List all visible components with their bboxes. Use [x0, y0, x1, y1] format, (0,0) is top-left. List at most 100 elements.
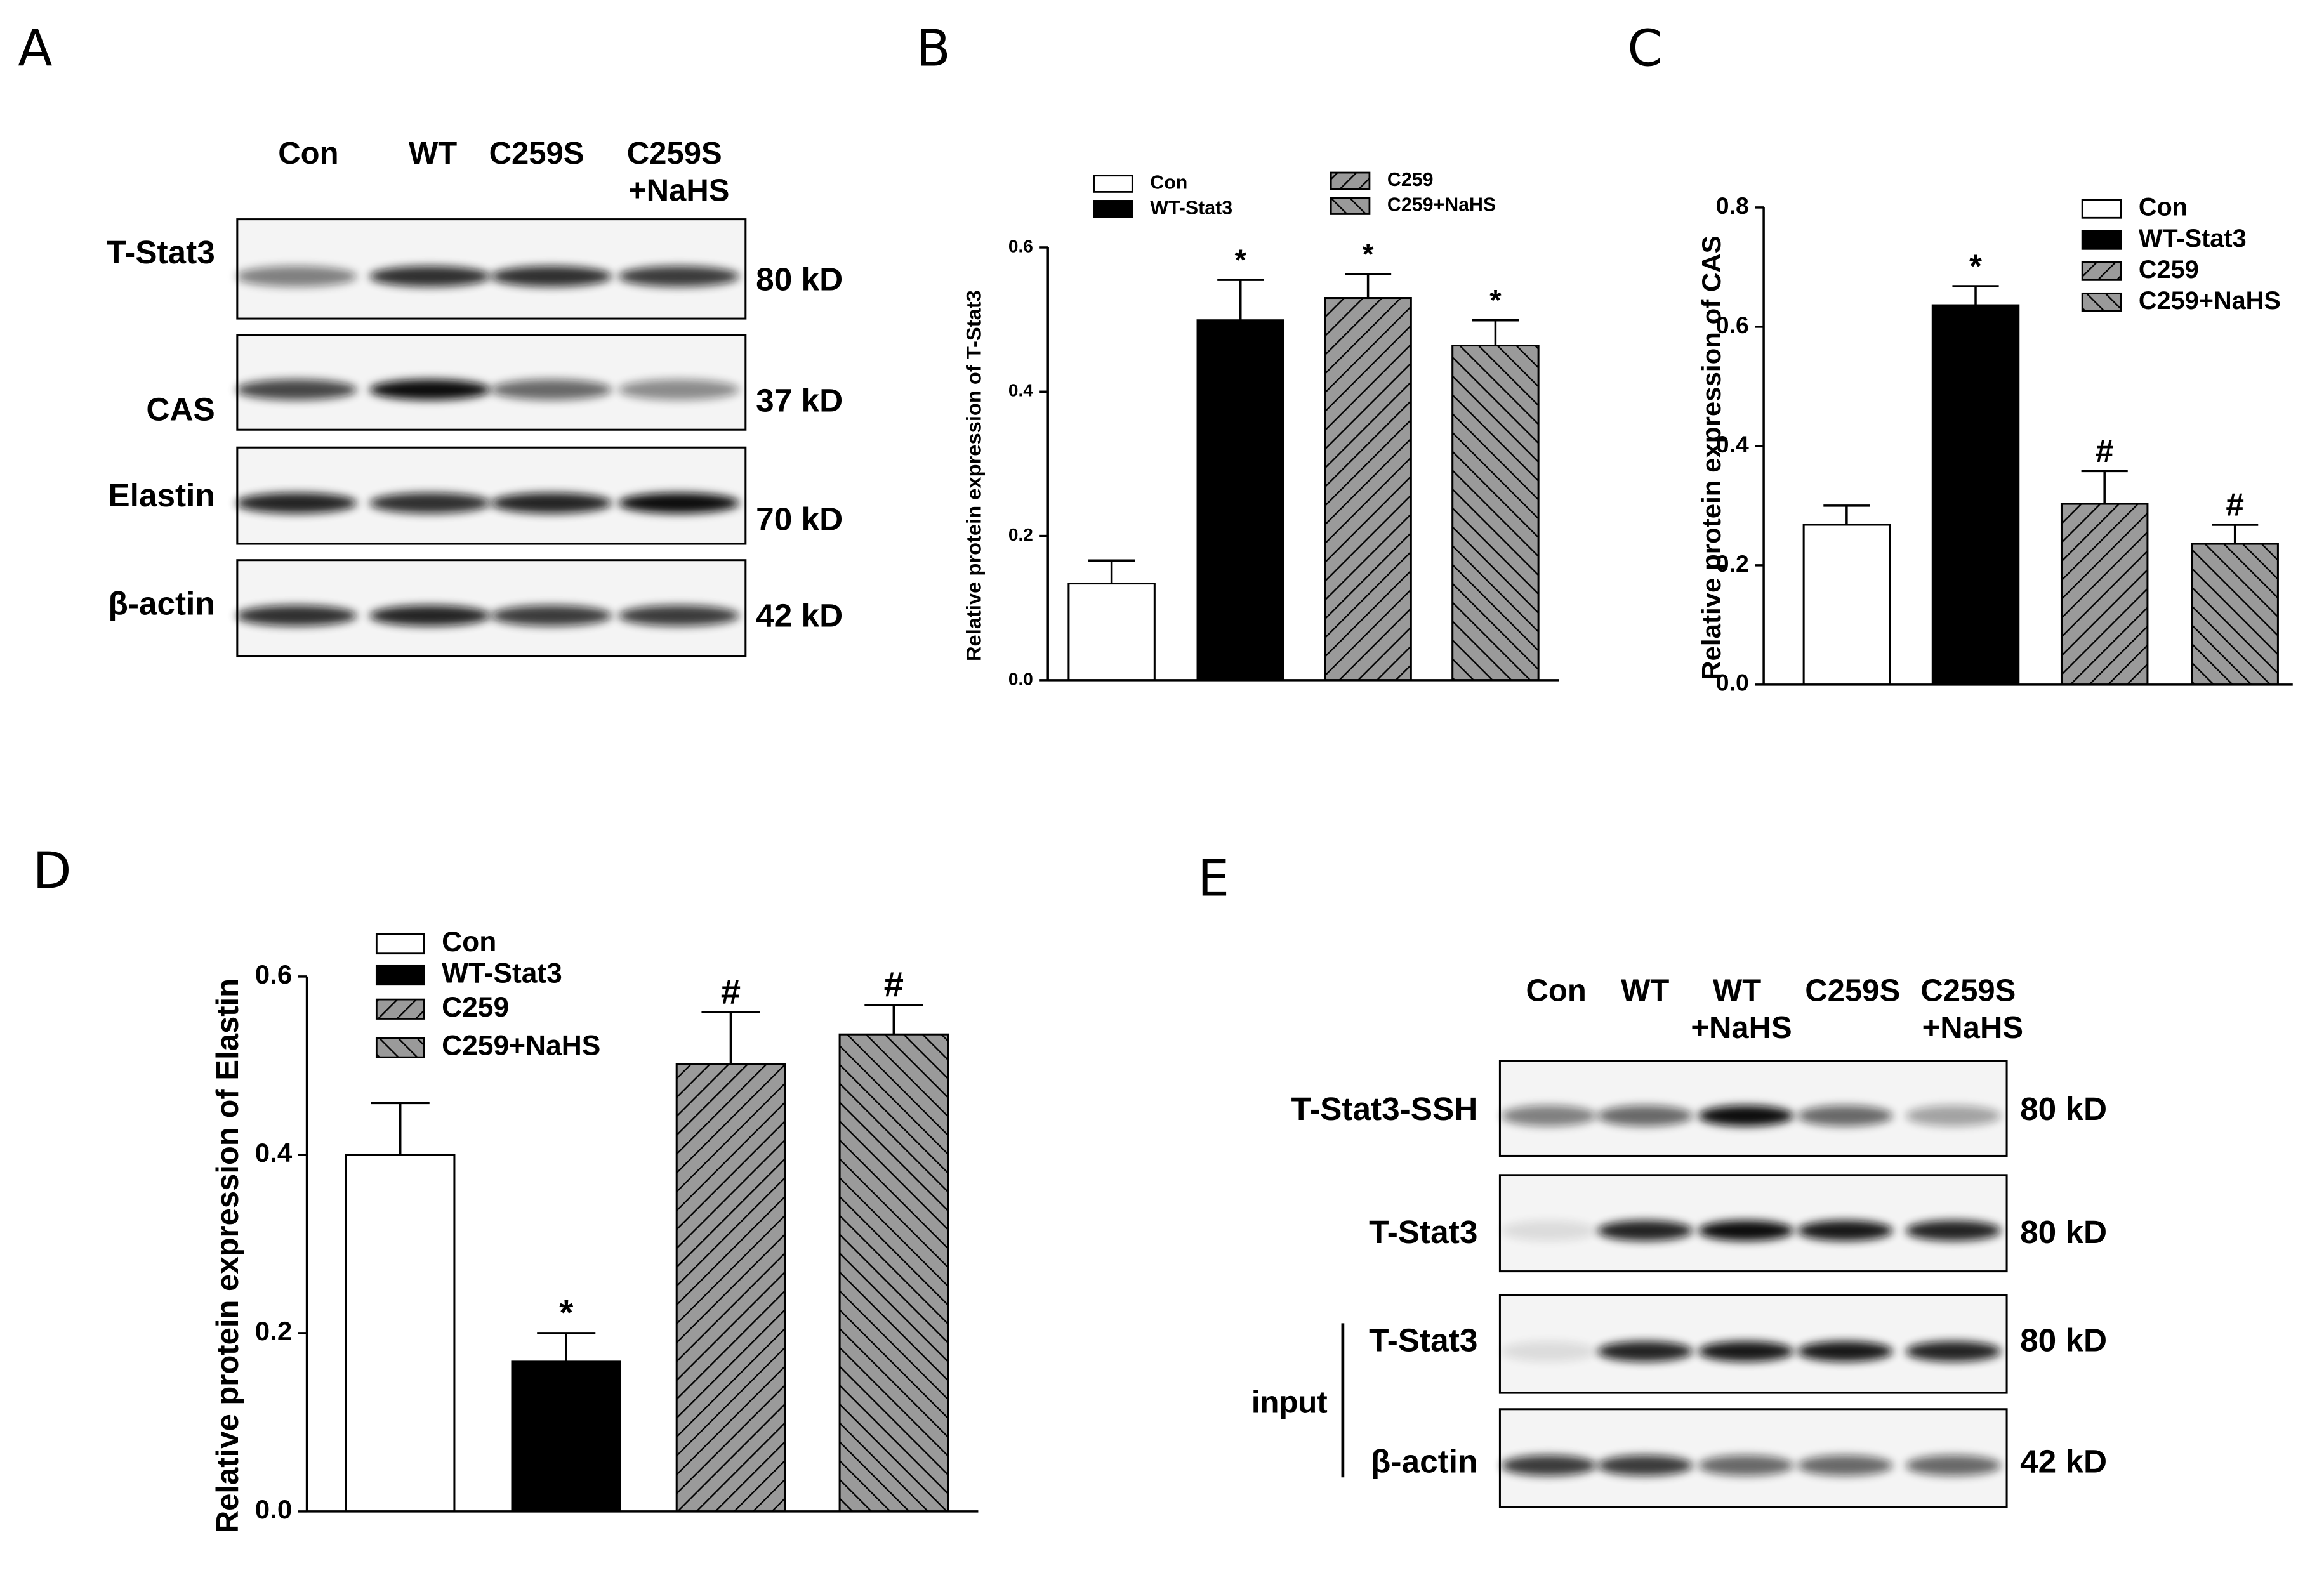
protein-band	[1905, 1455, 2002, 1476]
row-label: T-Stat3	[1369, 1321, 1477, 1358]
protein-band	[235, 379, 357, 400]
lane-label: +NaHS	[1691, 1011, 1792, 1045]
panel-letter: E	[1198, 848, 1229, 907]
protein-band	[1501, 1220, 1597, 1241]
bar	[1802, 524, 1891, 686]
lane-label: +NaHS	[628, 174, 729, 208]
protein-band	[369, 492, 491, 514]
y-tick-label: 0.2	[255, 1316, 292, 1346]
legend-label: C259	[2139, 256, 2199, 284]
bar	[2060, 503, 2149, 686]
protein-band	[491, 492, 612, 514]
bar	[1931, 304, 2020, 686]
protein-band	[618, 379, 740, 400]
protein-band	[618, 266, 740, 287]
protein-band	[369, 266, 491, 287]
significance-label: #	[2096, 432, 2114, 469]
bar	[2191, 543, 2279, 686]
legend-label: C259+NaHS	[2139, 287, 2281, 315]
protein-band	[1905, 1105, 2002, 1126]
legend-label: C259	[442, 992, 509, 1023]
protein-band	[618, 492, 740, 514]
y-axis-label: Relative protein expression of CAS	[1696, 235, 1726, 680]
legend-swatch	[2081, 230, 2122, 250]
legend-label: WT-Stat3	[1150, 197, 1232, 218]
lane-label: C259S	[1920, 974, 2016, 1008]
lane-label: WT	[1621, 974, 1669, 1008]
panel-letter: D	[33, 841, 72, 900]
protein-band	[235, 605, 357, 626]
legend-label: C259+NaHS	[442, 1031, 600, 1062]
legend-swatch	[2081, 292, 2122, 312]
protein-band	[1797, 1455, 1893, 1476]
significance-label: #	[2226, 486, 2244, 523]
size-label: 80 kD	[756, 260, 843, 297]
bar	[1067, 583, 1156, 682]
protein-band	[1698, 1455, 1794, 1476]
panel-letter: B	[916, 19, 950, 78]
legend-label: C259+NaHS	[1387, 195, 1496, 216]
protein-band	[491, 379, 612, 400]
y-tick-label: 0.2	[1008, 525, 1033, 544]
significance-label: *	[1969, 247, 1982, 284]
bar	[838, 1033, 949, 1513]
significance-label: #	[721, 971, 741, 1011]
error-bar	[864, 1004, 923, 1035]
error-bar	[1217, 279, 1264, 320]
protein-band	[235, 266, 357, 287]
legend-swatch	[1093, 175, 1133, 193]
lane-label: WT	[409, 136, 457, 171]
y-tick-label: 0.0	[1716, 669, 1749, 696]
y-axis-label: Relative protein expression of Elastin	[211, 978, 245, 1533]
protein-band	[1501, 1105, 1597, 1126]
protein-band	[1797, 1105, 1893, 1126]
lane-label: C259S	[627, 136, 722, 171]
y-tick-label: 0.4	[1716, 431, 1749, 458]
bar	[1451, 345, 1540, 682]
y-tick-label: 0.0	[255, 1494, 292, 1524]
protein-band	[1797, 1341, 1893, 1362]
row-label: CAS	[146, 391, 215, 428]
error-bar	[2212, 524, 2259, 544]
y-tick-label: 0.6	[1716, 312, 1749, 338]
protein-band	[1597, 1220, 1693, 1241]
y-tick-label: 0.4	[255, 1138, 293, 1168]
significance-label: #	[884, 965, 904, 1004]
protein-band	[1501, 1341, 1597, 1362]
size-label: 80 kD	[2020, 1090, 2107, 1127]
protein-band	[369, 379, 491, 400]
error-bar	[1952, 285, 1999, 306]
legend-swatch	[375, 933, 425, 955]
row-label: T-Stat3	[1369, 1213, 1477, 1250]
lane-label: +NaHS	[1922, 1011, 2023, 1045]
size-label: 42 kD	[2020, 1443, 2107, 1480]
protein-band	[369, 605, 491, 626]
group-label: input	[1251, 1386, 1328, 1420]
protein-band	[1698, 1220, 1794, 1241]
error-bar	[537, 1332, 596, 1362]
significance-label: *	[1489, 284, 1502, 317]
significance-label: *	[1235, 243, 1247, 276]
protein-band	[1597, 1105, 1693, 1126]
error-bar	[1823, 504, 1870, 525]
protein-band	[1797, 1220, 1893, 1241]
error-bar	[1472, 319, 1519, 346]
legend-label: Con	[442, 926, 496, 958]
y-tick-label: 0.0	[1008, 669, 1033, 688]
bar	[511, 1360, 622, 1513]
lane-label: Con	[278, 136, 338, 171]
lane-label: Con	[1526, 974, 1587, 1008]
legend-swatch	[1093, 200, 1133, 218]
protein-band	[1501, 1455, 1597, 1476]
panel-letter: C	[1627, 19, 1662, 78]
error-bar	[1345, 273, 1392, 298]
size-label: 37 kD	[756, 382, 843, 419]
error-bar	[371, 1102, 430, 1155]
legend-swatch	[1330, 197, 1371, 215]
y-tick-label: 0.8	[1716, 192, 1749, 219]
legend-swatch	[2081, 261, 2122, 281]
y-tick-label: 0.6	[1008, 236, 1033, 256]
legend-swatch	[375, 998, 425, 1020]
protein-band	[491, 605, 612, 626]
